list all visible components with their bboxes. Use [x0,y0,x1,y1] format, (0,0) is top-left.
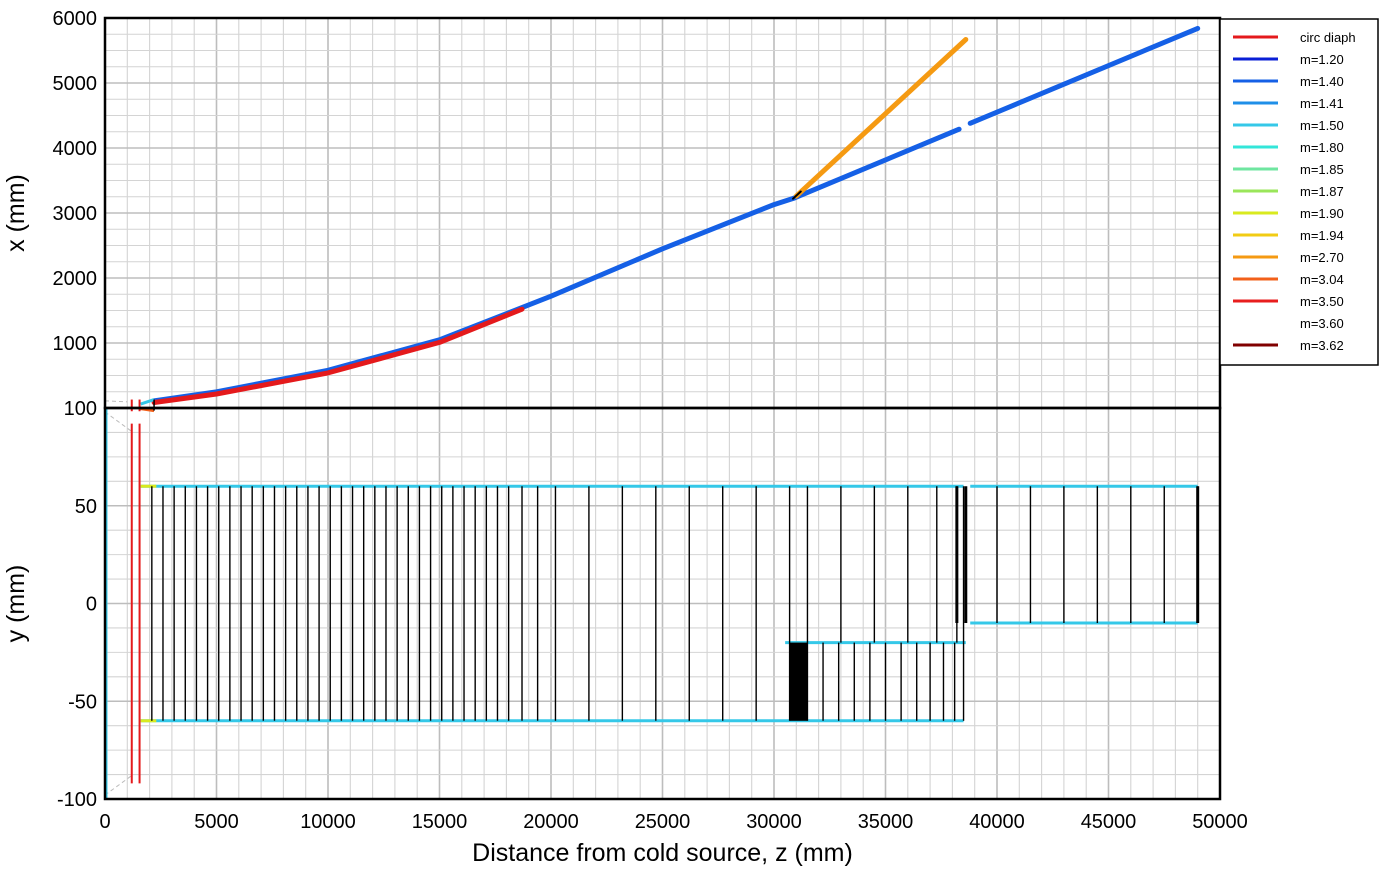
bottom-y-axis-label: y (mm) [2,565,30,643]
top-y-tick-label: 3000 [53,203,98,225]
beam-hint [104,400,128,403]
bottom-y-tick-label: -100 [57,789,97,811]
bottom-frame [103,406,1222,801]
bottom-grid [104,407,1221,800]
x-tick-label: 25000 [635,811,691,833]
series-line-1 [151,306,525,405]
beam-hint [104,411,133,432]
bottom-y-tick-label: 100 [64,398,97,420]
legend-label: circ diaph [1300,30,1356,45]
x-tick-label: 40000 [969,811,1025,833]
legend-label: m=3.62 [1300,338,1344,353]
legend-label: m=3.60 [1300,316,1344,331]
x-axis-label: Distance from cold source, z (mm) [472,839,853,867]
series-line-3 [967,25,1201,126]
x-tick-label: 15000 [412,811,468,833]
legend-label: m=3.04 [1300,272,1344,287]
x-tick-label: 20000 [523,811,579,833]
top-series [104,25,1201,413]
top-y-axis-label: x (mm) [2,174,30,252]
top-y-tick-label: 5000 [53,73,98,95]
legend-label: m=1.94 [1300,228,1344,243]
legend: circ diaph m=1.20 m=1.40 m=1.41 m=1.50 m=1.80… [1219,18,1379,366]
legend-label: m=1.41 [1300,96,1344,111]
x-tick-label: 10000 [300,811,356,833]
top-y-tick-label: 2000 [53,268,98,290]
legend-label: m=1.85 [1300,162,1344,177]
legend-label: m=2.70 [1300,250,1344,265]
top-y-tick-label: 1000 [53,333,98,355]
top-y-tick-label: 6000 [53,8,98,30]
x-tick-label: 35000 [858,811,914,833]
top-grid [104,17,1221,409]
legend-label: m=3.50 [1300,294,1344,309]
x-tick-label: 0 [99,811,110,833]
x-tick-label: 5000 [194,811,239,833]
legend-label: m=1.50 [1300,118,1344,133]
dense-block [789,642,808,721]
legend-label: m=1.40 [1300,74,1344,89]
legend-label: m=1.80 [1300,140,1344,155]
x-tick-label: 45000 [1081,811,1137,833]
bottom-y-tick-label: 0 [86,594,97,616]
bottom-y-tick-label: -50 [68,691,97,713]
entry-guide-top [140,398,155,406]
series-line-4 [793,37,969,199]
bottom-y-tick-label: 50 [75,496,97,518]
top-y-tick-label: 4000 [53,138,98,160]
legend-label: m=1.90 [1300,206,1344,221]
series-line-5 [792,190,802,200]
series-line-2 [791,126,962,201]
legend-label: m=1.87 [1300,184,1344,199]
legend-label: m=1.20 [1300,52,1344,67]
series-line-0 [151,195,797,404]
x-tick-label: 50000 [1192,811,1248,833]
x-tick-label: 30000 [746,811,802,833]
beam-hint [104,775,133,796]
